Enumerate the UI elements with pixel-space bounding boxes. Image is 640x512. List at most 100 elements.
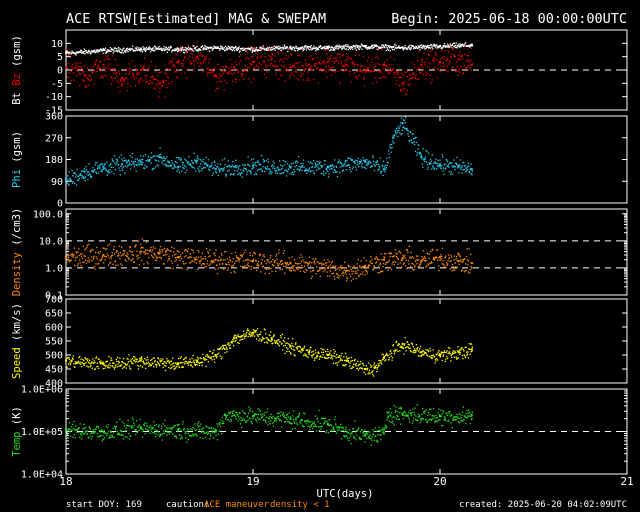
sample-density — [93, 255, 95, 257]
sample-phi — [158, 156, 161, 158]
sample-bt — [349, 47, 351, 49]
sample-phi — [159, 153, 162, 156]
sample-bz — [276, 64, 278, 66]
sample-speed — [218, 348, 220, 351]
sample-bz — [223, 89, 225, 91]
sample-speed — [182, 365, 184, 368]
sample-bz — [207, 71, 210, 74]
sample-density — [94, 268, 96, 270]
sample-bt — [226, 49, 228, 51]
sample-bt — [94, 52, 97, 54]
sample-density — [260, 262, 263, 264]
sample-bt — [452, 42, 455, 45]
point-bt-7 — [326, 46, 329, 49]
sample-speed — [425, 352, 428, 354]
sample-phi — [396, 131, 399, 133]
sample-bz — [369, 64, 372, 66]
sample-bz — [354, 54, 357, 56]
sample-density — [149, 248, 152, 251]
sample-bt — [267, 49, 269, 51]
sample-speed — [223, 344, 225, 346]
sample-speed — [465, 351, 468, 353]
sample-bt — [301, 46, 303, 48]
sample-density — [376, 261, 378, 263]
sample-speed — [91, 361, 93, 363]
sample-bz — [421, 66, 423, 68]
series-density — [65, 238, 474, 282]
sample-bt — [456, 47, 458, 49]
sample-density — [314, 263, 316, 265]
sample-density — [300, 254, 302, 256]
sample-phi — [223, 169, 225, 172]
sample-phi — [270, 165, 273, 167]
sample-bt — [297, 48, 299, 50]
sample-speed — [422, 353, 424, 355]
sample-speed — [325, 350, 327, 353]
sample-temp — [107, 424, 109, 426]
sample-bz — [236, 64, 238, 66]
sample-bt — [208, 48, 210, 50]
sample-temp — [83, 423, 85, 426]
sample-density — [310, 277, 312, 280]
sample-bz — [98, 61, 101, 63]
sample-density — [142, 251, 145, 253]
sample-speed — [432, 354, 434, 357]
sample-density — [240, 254, 242, 257]
sample-phi — [184, 158, 186, 160]
sample-temp — [135, 433, 137, 436]
sample-bt — [176, 47, 178, 49]
sample-density — [206, 263, 208, 265]
sample-bt — [142, 49, 145, 51]
sample-speed — [247, 329, 250, 332]
sample-density — [128, 250, 131, 252]
sample-phi — [283, 164, 285, 166]
sample-density — [330, 261, 333, 264]
sample-density — [300, 260, 303, 263]
sample-speed — [365, 365, 368, 367]
sample-phi — [331, 164, 334, 166]
sample-density — [455, 258, 457, 260]
sample-bt — [200, 49, 202, 51]
sample-phi — [280, 172, 283, 175]
sample-bz — [334, 61, 336, 63]
sample-bz — [357, 64, 359, 67]
sample-speed — [384, 355, 386, 357]
sample-density — [451, 270, 453, 272]
sample-speed — [232, 338, 234, 341]
sample-phi — [233, 173, 235, 175]
sample-bz — [270, 57, 273, 59]
sample-bt — [275, 47, 278, 49]
sample-density — [75, 251, 78, 254]
begin-timestamp: Begin: 2025-06-18 00:00:00UTC — [391, 11, 627, 27]
sample-density — [340, 268, 343, 270]
sample-speed — [191, 366, 194, 368]
sample-phi — [134, 160, 136, 163]
sample-speed — [203, 358, 205, 360]
sample-bz — [411, 73, 414, 76]
sample-speed — [264, 342, 266, 344]
sample-phi — [293, 170, 296, 173]
sample-speed — [327, 350, 329, 353]
sample-bz — [237, 69, 239, 71]
sample-bz — [402, 74, 404, 77]
point-bz-13 — [308, 63, 311, 66]
sample-speed — [80, 358, 82, 360]
sample-phi — [371, 165, 373, 167]
sample-density — [327, 259, 329, 261]
sample-bt — [170, 46, 173, 48]
sample-density — [188, 257, 190, 259]
sample-density — [159, 250, 161, 252]
sample-temp — [119, 429, 122, 431]
sample-density — [274, 259, 276, 262]
sample-phi — [173, 164, 176, 167]
sample-phi — [192, 162, 195, 165]
sample-bz — [383, 61, 386, 64]
sample-speed — [412, 345, 414, 348]
sample-bt — [411, 45, 413, 48]
sample-bt — [468, 45, 470, 48]
sample-bz — [147, 70, 149, 72]
sample-phi — [251, 168, 253, 170]
sample-bt — [436, 44, 438, 46]
sample-bt — [254, 50, 256, 53]
sample-speed — [257, 335, 260, 337]
